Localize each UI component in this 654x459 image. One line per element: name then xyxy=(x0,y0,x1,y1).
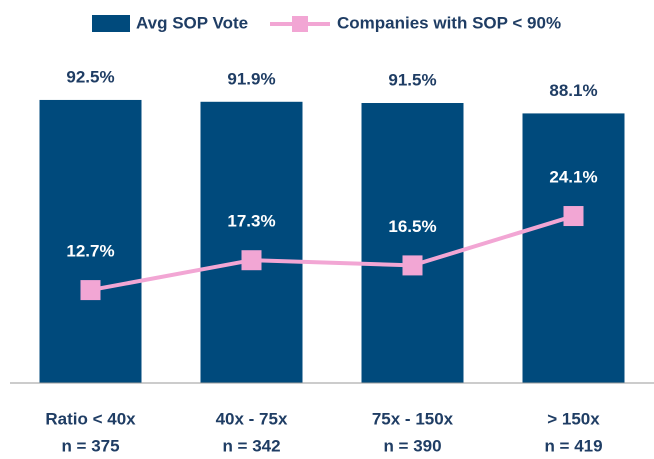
legend-swatch xyxy=(292,16,308,32)
line-value-label: 24.1% xyxy=(549,168,597,187)
line-value-label: 16.5% xyxy=(388,217,436,236)
x-tick-label: n = 419 xyxy=(544,436,602,455)
legend-label: Companies with SOP < 90% xyxy=(337,13,561,32)
line-marker xyxy=(241,250,262,271)
x-tick-label: 75x - 150x xyxy=(372,409,454,428)
x-tick-label: n = 375 xyxy=(61,436,119,455)
bar-value-label: 91.9% xyxy=(227,69,275,88)
bar-value-label: 91.5% xyxy=(388,70,436,89)
bar xyxy=(361,103,464,383)
line-value-label: 12.7% xyxy=(66,242,114,261)
legend-label: Avg SOP Vote xyxy=(136,13,248,32)
line-marker xyxy=(80,280,101,301)
x-tick-label: 40x - 75x xyxy=(216,409,288,428)
bar-value-label: 88.1% xyxy=(549,81,597,100)
x-tick-label: n = 390 xyxy=(383,436,441,455)
bar xyxy=(39,99,142,383)
x-tick-label: Ratio < 40x xyxy=(45,409,136,428)
line xyxy=(90,214,575,293)
line-marker xyxy=(402,255,423,276)
line-marker xyxy=(563,206,584,227)
legend-swatch xyxy=(92,15,130,32)
line-value-label: 17.3% xyxy=(227,212,275,231)
bar xyxy=(200,101,303,383)
bar-value-label: 92.5% xyxy=(66,67,114,86)
bar xyxy=(522,113,625,383)
x-tick-label: n = 342 xyxy=(222,436,280,455)
x-tick-label: > 150x xyxy=(547,409,600,428)
